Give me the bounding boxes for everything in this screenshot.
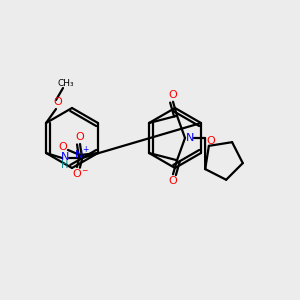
Text: O: O — [76, 132, 84, 142]
Text: O: O — [73, 169, 81, 179]
Text: CH₃: CH₃ — [58, 79, 74, 88]
Text: −: − — [81, 167, 87, 176]
Text: O: O — [169, 90, 177, 100]
Text: N: N — [61, 152, 69, 162]
Text: H: H — [61, 160, 69, 170]
Text: +: + — [82, 146, 88, 154]
Text: N: N — [186, 133, 194, 143]
Text: O: O — [54, 97, 62, 107]
Text: O: O — [58, 142, 68, 152]
Text: O: O — [206, 136, 215, 146]
Text: N: N — [75, 150, 83, 160]
Text: O: O — [169, 176, 177, 186]
